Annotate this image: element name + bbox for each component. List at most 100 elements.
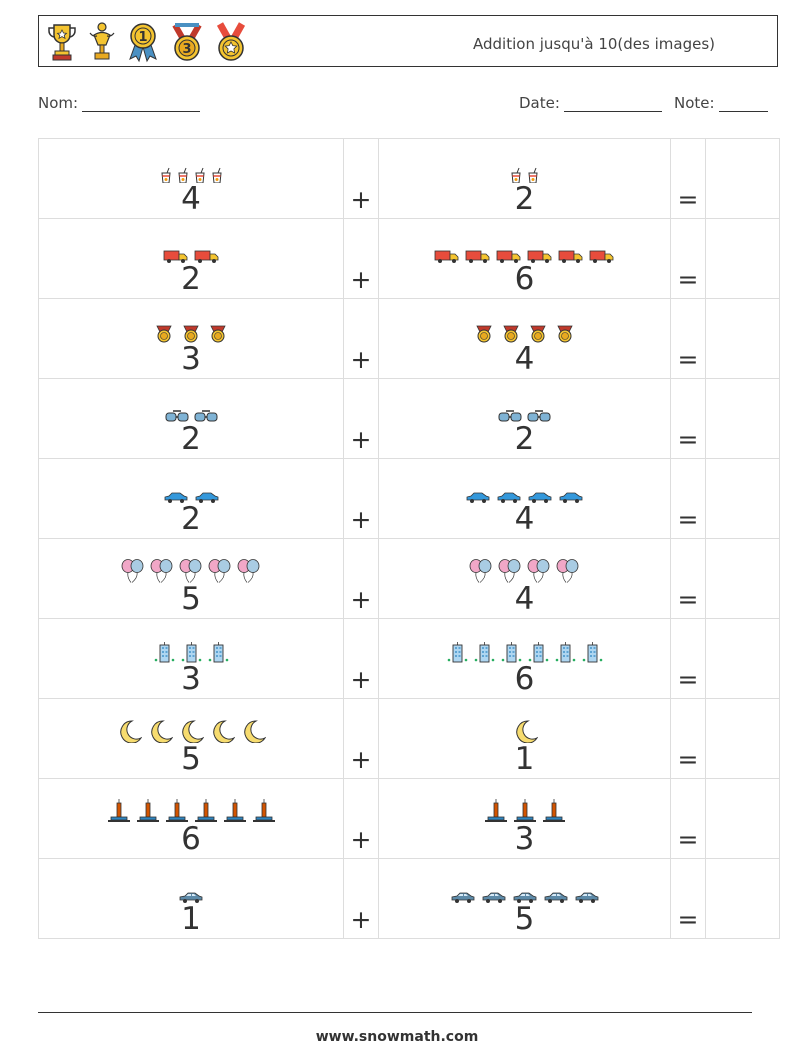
medal-star-icon: [216, 22, 246, 61]
building-icon: [582, 642, 603, 663]
addend-a-number: 6: [181, 821, 201, 857]
problem-row: 6 +3 =: [38, 778, 780, 859]
equals-sign: =: [670, 458, 706, 539]
addend-b-cell: 4: [378, 458, 671, 539]
addend-b-number: 5: [514, 901, 535, 937]
answer-box[interactable]: [705, 138, 780, 219]
balloons-icon: [237, 559, 260, 583]
equals-sign: =: [670, 538, 706, 619]
truck-icon: [194, 250, 218, 263]
medal-icon: [183, 325, 199, 343]
candle-icon: [194, 799, 217, 822]
truck-icon: [527, 250, 552, 263]
goggles-icon: [498, 410, 522, 422]
goggles-picture-group: [379, 395, 670, 423]
grade-blank-line[interactable]: [718, 97, 768, 112]
drink-picture-group: [379, 155, 670, 183]
goggles-icon: [165, 410, 188, 422]
date-blank-line[interactable]: [563, 97, 662, 112]
addend-b-cell: 1: [378, 698, 671, 779]
drink-icon: [160, 167, 171, 183]
addend-a-cell: 2: [38, 218, 344, 299]
moon-icon: [213, 720, 235, 743]
footer-url: www.snowmath.com: [315, 1029, 479, 1045]
truck-icon: [163, 250, 187, 263]
car-icon: [195, 492, 218, 503]
candle-icon: [542, 799, 565, 822]
plus-sign: +: [343, 138, 379, 219]
drink-picture-group: [39, 155, 343, 183]
worksheet-title: Addition jusqu'à 10(des images): [473, 35, 715, 53]
grade-field[interactable]: Note:: [674, 94, 768, 112]
truck-picture-group: [39, 235, 343, 263]
truck-icon: [496, 250, 521, 263]
answer-box[interactable]: [705, 778, 780, 859]
answer-box[interactable]: [705, 458, 780, 539]
problem-row: 2 +6 =: [38, 218, 780, 299]
trophy-cup-icon: [48, 24, 76, 61]
balloons-icon: [150, 559, 173, 583]
moon-picture-group: [39, 715, 343, 743]
addend-a-cell: 4: [38, 138, 344, 219]
plus-sign: +: [343, 378, 379, 459]
sedan-icon: [482, 892, 505, 903]
addend-b-number: 3: [514, 821, 535, 857]
addend-b-cell: 6: [378, 618, 671, 699]
moon-picture-group: [379, 715, 670, 743]
medal-icon: [557, 325, 573, 343]
car-icon: [466, 492, 490, 503]
addend-b-number: 2: [514, 181, 535, 217]
grade-label: Note:: [674, 94, 715, 112]
addend-b-number: 4: [514, 341, 535, 377]
name-field[interactable]: Nom:: [38, 94, 201, 112]
addend-a-number: 2: [181, 421, 201, 457]
candle-icon: [252, 799, 275, 822]
name-blank-line[interactable]: [82, 97, 201, 112]
equals-sign: =: [670, 858, 706, 939]
balloons-icon: [121, 559, 144, 583]
addend-a-number: 3: [181, 661, 201, 697]
medal-3-icon: 3: [172, 23, 202, 61]
drink-icon: [511, 167, 521, 183]
answer-box[interactable]: [705, 698, 780, 779]
problem-row: 5 +4 =: [38, 538, 780, 619]
building-icon: [208, 642, 229, 663]
addend-b-cell: 3: [378, 778, 671, 859]
answer-box[interactable]: [705, 538, 780, 619]
answer-box[interactable]: [705, 378, 780, 459]
date-field[interactable]: Date:: [519, 94, 662, 112]
answer-box[interactable]: [705, 298, 780, 379]
building-picture-group: [39, 635, 343, 663]
answer-box[interactable]: [705, 218, 780, 299]
addend-b-number: 2: [514, 421, 535, 457]
trophy-strip: 1 3: [45, 20, 249, 64]
plus-sign: +: [343, 858, 379, 939]
problem-row: 4 +2 =: [38, 138, 780, 219]
sedan-icon: [451, 892, 474, 903]
building-icon: [447, 642, 468, 663]
equals-sign: =: [670, 218, 706, 299]
problem-row: 1 +5 =: [38, 858, 780, 939]
balloons-icon: [527, 559, 550, 583]
plus-sign: +: [343, 218, 379, 299]
name-label: Nom:: [38, 94, 79, 112]
candle-picture-group: [39, 795, 343, 823]
answer-box[interactable]: [705, 858, 780, 939]
equals-sign: =: [670, 698, 706, 779]
medal-ribbon-1-icon: 1: [129, 23, 157, 63]
answer-box[interactable]: [705, 618, 780, 699]
plus-sign: +: [343, 458, 379, 539]
candle-icon: [513, 799, 536, 822]
balloons-picture-group: [39, 555, 343, 583]
building-icon: [154, 642, 175, 663]
candle-icon: [165, 799, 188, 822]
sedan-picture-group: [39, 875, 343, 903]
equals-sign: =: [670, 298, 706, 379]
problem-row: 5 +1 =: [38, 698, 780, 779]
worksheet-header: 1 3 Addition jusqu'à 10(des images): [38, 15, 778, 67]
addend-b-cell: 2: [378, 138, 671, 219]
addend-a-number: 5: [181, 581, 201, 617]
candle-icon: [107, 799, 130, 822]
addend-a-cell: 2: [38, 378, 344, 459]
moon-icon: [182, 720, 204, 743]
